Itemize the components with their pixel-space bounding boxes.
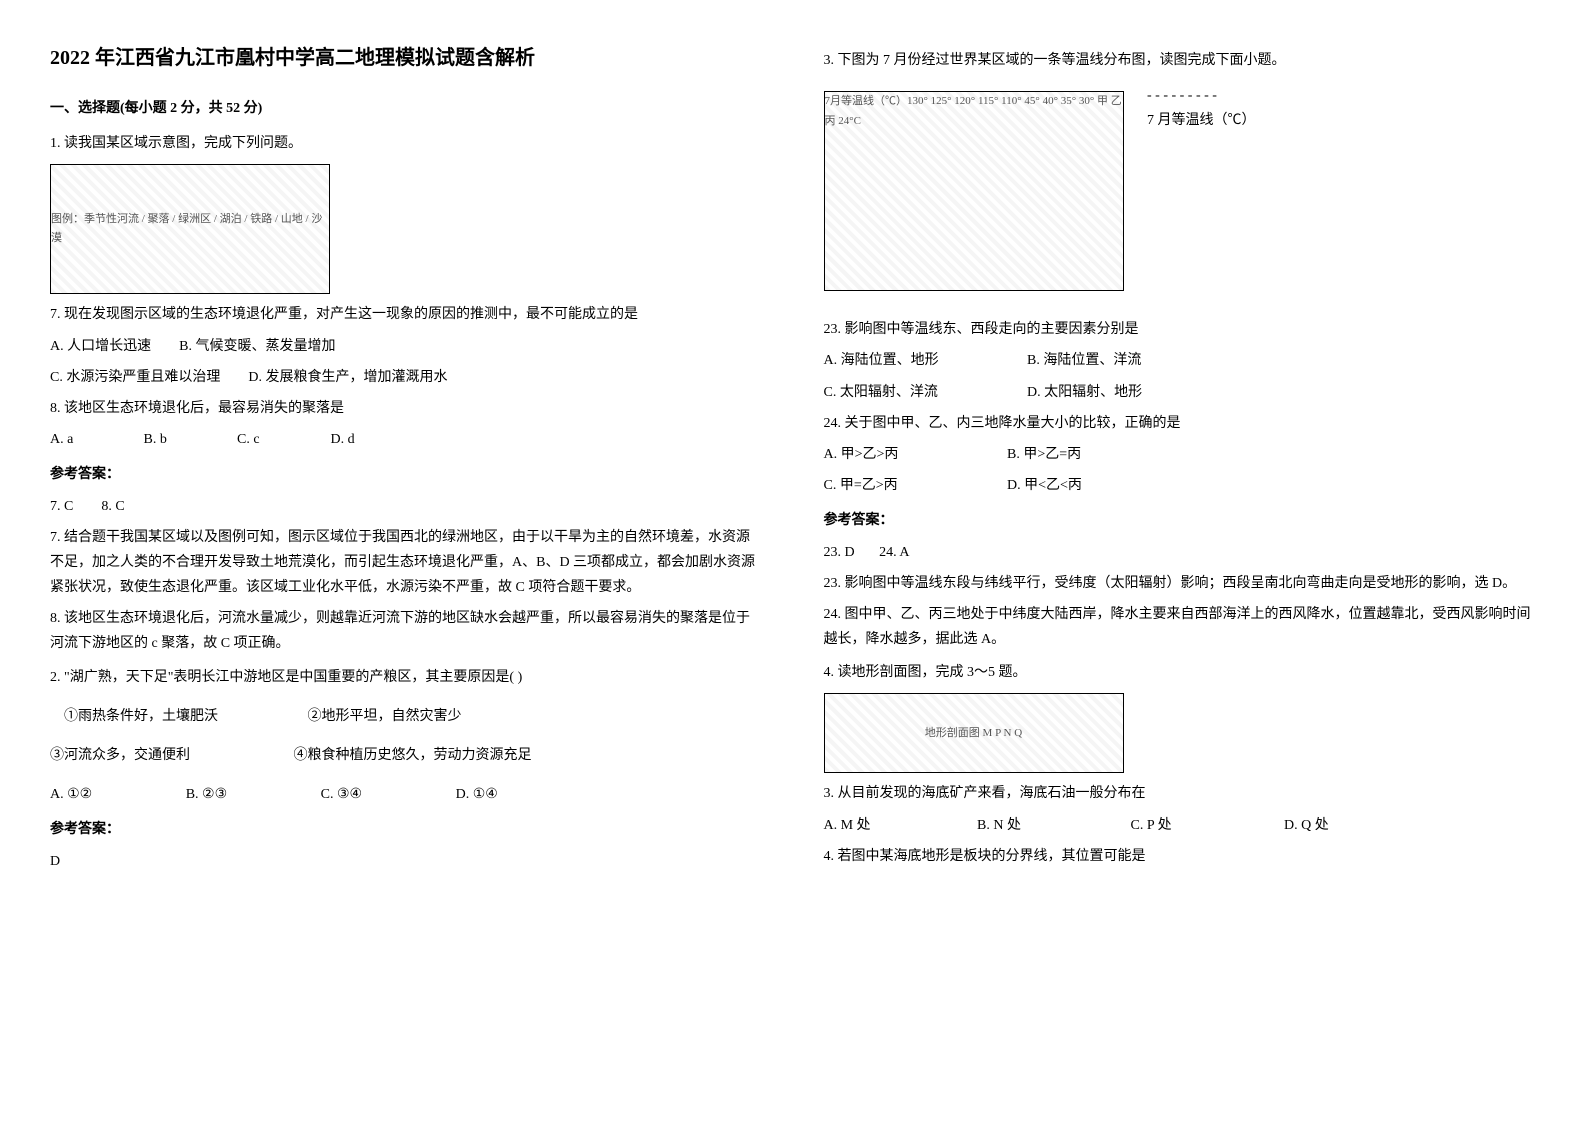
q7-opt-a: A. 人口增长迅速 — [50, 339, 151, 354]
q3b-opt-b: B. N 处 — [977, 813, 1127, 838]
answer-head-2: 参考答案： — [50, 817, 764, 842]
q7-opt-b: B. 气候变暖、蒸发量增加 — [179, 339, 335, 354]
q2-s4: ④粮食种植历史悠久，劳动力资源充足 — [294, 743, 534, 768]
q2-opt-b: B. ②③ — [186, 782, 227, 807]
figure-caption: 7月等温线（℃）130° 125° 120° 115° 110° 45° 40°… — [825, 95, 1122, 127]
q4b-stem: 4. 若图中某海底地形是板块的分界线，其位置可能是 — [824, 844, 1538, 869]
q8-opt-c: C. c — [237, 427, 327, 452]
q8-stem: 8. 该地区生态环境退化后，最容易消失的聚落是 — [50, 396, 764, 421]
q8-options: A. a B. b C. c D. d — [50, 427, 764, 452]
profile-figure: 地形剖面图 M P N Q — [824, 693, 1124, 773]
q2-s2: ②地形平坦，自然灾害少 — [308, 704, 548, 729]
q8-opt-b: B. b — [144, 427, 234, 452]
exam-page: 2022 年江西省九江市凰村中学高二地理模拟试题含解析 一、选择题(每小题 2 … — [50, 40, 1537, 880]
exp-7: 7. 结合题干我国某区域以及图例可知，图示区域位于我国西北的绿洲地区，由于以干旱… — [50, 525, 764, 601]
q23-row1: A. 海陆位置、地形 B. 海陆位置、洋流 — [824, 348, 1538, 373]
exp-8: 8. 该地区生态环境退化后，河流水量减少，则越靠近河流下游的地区缺水会越严重，所… — [50, 606, 764, 656]
exp-24: 24. 图中甲、乙、丙三地处于中纬度大陆西岸，降水主要来自西部海洋上的西风降水，… — [824, 602, 1538, 652]
q23-opt-a: A. 海陆位置、地形 — [824, 348, 1024, 373]
q7-options-row2: C. 水源污染严重且难以治理 D. 发展粮食生产，增加灌溉用水 — [50, 365, 764, 390]
q24-opt-c: C. 甲=乙>丙 — [824, 473, 1004, 498]
q2-s1: ①雨热条件好，土壤肥沃 — [64, 704, 304, 729]
q7-stem: 7. 现在发现图示区域的生态环境退化严重，对产生这一现象的原因的推测中，最不可能… — [50, 302, 764, 327]
answer-head-1: 参考答案： — [50, 462, 764, 487]
ans-7-8: 7. C 8. C — [50, 494, 764, 519]
q8-opt-d: D. d — [331, 427, 421, 452]
q3b-opt-d: D. Q 处 — [1284, 813, 1434, 838]
q4-stem: 4. 读地形剖面图，完成 3～5 题。 — [824, 660, 1538, 685]
right-column: 3. 下图为 7 月份经过世界某区域的一条等温线分布图，读图完成下面小题。 7月… — [824, 40, 1538, 880]
q2-opt-c: C. ③④ — [321, 782, 362, 807]
left-column: 2022 年江西省九江市凰村中学高二地理模拟试题含解析 一、选择题(每小题 2 … — [50, 40, 764, 880]
isotherm-legend: - - - - - - - - - 7 月等温线（℃） — [1147, 83, 1256, 133]
q2-statements-2: ③河流众多，交通便利 ④粮食种植历史悠久，劳动力资源充足 — [50, 743, 764, 768]
answer-head-3: 参考答案： — [824, 508, 1538, 533]
figure-caption: 图例：季节性河流 / 聚落 / 绿洲区 / 湖泊 / 铁路 / 山地 / 沙漠 — [51, 210, 329, 250]
q8-opt-a: A. a — [50, 427, 140, 452]
exam-title: 2022 年江西省九江市凰村中学高二地理模拟试题含解析 — [50, 40, 764, 76]
q7-opt-d: D. 发展粮食生产，增加灌溉用水 — [248, 370, 447, 385]
section-head: 一、选择题(每小题 2 分，共 52 分) — [50, 96, 764, 121]
q2-opt-d: D. ①④ — [456, 782, 498, 807]
q3b-opt-a: A. M 处 — [824, 813, 974, 838]
q3top-stem: 3. 下图为 7 月份经过世界某区域的一条等温线分布图，读图完成下面小题。 — [824, 48, 1538, 73]
q23-opt-b: B. 海陆位置、洋流 — [1027, 353, 1141, 368]
q24-row1: A. 甲>乙>丙 B. 甲>乙=丙 — [824, 442, 1538, 467]
figure-caption: 地形剖面图 M P N Q — [925, 724, 1022, 744]
q3b-options: A. M 处 B. N 处 C. P 处 D. Q 处 — [824, 813, 1538, 838]
legend-text: 7 月等温线（℃） — [1147, 108, 1256, 133]
q23-stem: 23. 影响图中等温线东、西段走向的主要因素分别是 — [824, 317, 1538, 342]
q3b-opt-c: C. P 处 — [1131, 813, 1281, 838]
ans-23-24: 23. D 24. A — [824, 540, 1538, 565]
q2-options: A. ①② B. ②③ C. ③④ D. ①④ — [50, 782, 764, 807]
q23-row2: C. 太阳辐射、洋流 D. 太阳辐射、地形 — [824, 380, 1538, 405]
q24-stem: 24. 关于图中甲、乙、内三地降水量大小的比较，正确的是 — [824, 411, 1538, 436]
q2-stem: 2. "湖广熟，天下足"表明长江中游地区是中国重要的产粮区，其主要原因是( ) — [50, 665, 764, 690]
q24-opt-d: D. 甲<乙<丙 — [1007, 478, 1082, 493]
q1-stem: 1. 读我国某区域示意图，完成下列问题。 — [50, 131, 764, 156]
q2-ans: D — [50, 849, 764, 874]
isotherm-figure-wrap: 7月等温线（℃）130° 125° 120° 115° 110° 45° 40°… — [824, 83, 1538, 299]
q24-row2: C. 甲=乙>丙 D. 甲<乙<丙 — [824, 473, 1538, 498]
q7-opt-c: C. 水源污染严重且难以治理 — [50, 370, 220, 385]
isotherm-figure: 7月等温线（℃）130° 125° 120° 115° 110° 45° 40°… — [824, 91, 1124, 291]
map-figure-1: 图例：季节性河流 / 聚落 / 绿洲区 / 湖泊 / 铁路 / 山地 / 沙漠 — [50, 164, 330, 294]
q3b-stem: 3. 从目前发现的海底矿产来看，海底石油一般分布在 — [824, 781, 1538, 806]
exp-23: 23. 影响图中等温线东段与纬线平行，受纬度（太阳辐射）影响；西段呈南北向弯曲走… — [824, 571, 1538, 596]
q24-opt-b: B. 甲>乙=丙 — [1007, 447, 1081, 462]
q2-opt-a: A. ①② — [50, 782, 92, 807]
q2-s3: ③河流众多，交通便利 — [50, 743, 290, 768]
legend-dash: - - - - - - - - - — [1147, 83, 1256, 108]
q2-statements-1: ①雨热条件好，土壤肥沃 ②地形平坦，自然灾害少 — [50, 704, 764, 729]
q23-opt-d: D. 太阳辐射、地形 — [1027, 385, 1142, 400]
q24-opt-a: A. 甲>乙>丙 — [824, 442, 1004, 467]
q7-options-row1: A. 人口增长迅速 B. 气候变暖、蒸发量增加 — [50, 334, 764, 359]
q23-opt-c: C. 太阳辐射、洋流 — [824, 380, 1024, 405]
